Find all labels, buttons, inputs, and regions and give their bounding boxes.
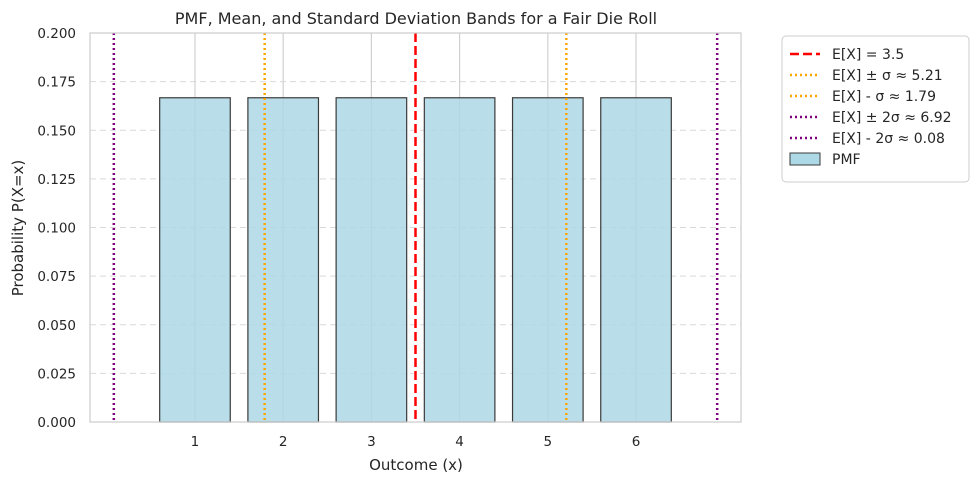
x-tick-label: 3: [367, 434, 376, 450]
bar: [423, 97, 496, 423]
y-tick-label: 0.000: [37, 415, 76, 431]
bars-layer: [159, 97, 672, 423]
y-tick-label: 0.150: [37, 123, 76, 139]
x-tick-label: 6: [632, 434, 641, 450]
chart-title: PMF, Mean, and Standard Deviation Bands …: [175, 9, 657, 28]
x-tick-label: 1: [191, 434, 200, 450]
bar: [159, 97, 231, 423]
y-tick-label: 0.100: [37, 221, 76, 237]
y-tick-label: 0.125: [37, 172, 76, 188]
legend-box: [781, 35, 970, 183]
y-axis-label: Probability P(X=x): [9, 160, 27, 297]
y-ticks: 0.000 0.025 0.050 0.075 0.100 0.125 0.150 0.175…: [37, 26, 76, 431]
legend: E[X] = 3.5 E[X] ± σ ≈ 5.21 E[X] - σ ≈ 1.79…: [781, 35, 970, 183]
legend-label: E[X] - σ ≈ 1.79: [832, 89, 936, 105]
bar: [247, 97, 320, 423]
x-tick-label: 5: [544, 434, 553, 450]
legend-swatch: [789, 152, 821, 166]
legend-label: E[X] = 3.5: [832, 47, 904, 63]
bar: [511, 97, 584, 423]
y-tick-label: 0.025: [37, 366, 76, 382]
legend-label: PMF: [832, 152, 861, 168]
legend-label: E[X] - 2σ ≈ 0.08: [832, 131, 945, 147]
legend-label: E[X] ± 2σ ≈ 6.92: [832, 110, 952, 126]
y-tick-label: 0.175: [37, 75, 76, 91]
x-axis-label: Outcome (x): [369, 456, 463, 474]
x-tick-label: 2: [279, 434, 288, 450]
plot-frame: [89, 32, 742, 423]
y-tick-label: 0.200: [37, 26, 76, 42]
bar: [335, 97, 408, 423]
legend-label: E[X] ± σ ≈ 5.21: [832, 68, 943, 84]
y-tick-label: 0.075: [37, 269, 76, 285]
x-tick-label: 4: [455, 434, 464, 450]
x-ticks: 1 2 3 4 5 6: [191, 434, 641, 450]
legend-items: E[X] = 3.5 E[X] ± σ ≈ 5.21 E[X] - σ ≈ 1.79…: [789, 47, 952, 168]
y-tick-label: 0.050: [37, 318, 76, 334]
bar: [600, 97, 672, 423]
